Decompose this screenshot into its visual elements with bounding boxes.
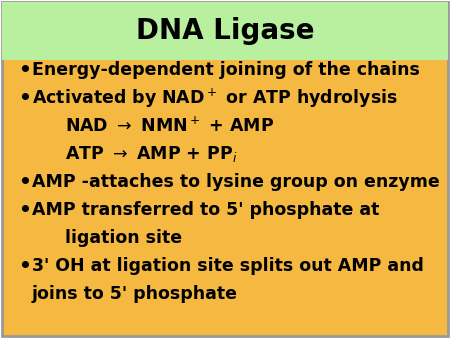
Text: Activated by NAD$^+$ or ATP hydrolysis: Activated by NAD$^+$ or ATP hydrolysis (32, 86, 398, 110)
Text: •: • (18, 61, 31, 79)
Text: NAD $\rightarrow$ NMN$^+$ + AMP: NAD $\rightarrow$ NMN$^+$ + AMP (65, 116, 274, 136)
Text: 3' OH at ligation site splits out AMP and: 3' OH at ligation site splits out AMP an… (32, 257, 424, 275)
Text: joins to 5' phosphate: joins to 5' phosphate (32, 285, 238, 303)
FancyBboxPatch shape (2, 2, 448, 60)
FancyBboxPatch shape (2, 2, 448, 336)
Text: •: • (18, 89, 31, 107)
Text: ATP $\rightarrow$ AMP + PP$_i$: ATP $\rightarrow$ AMP + PP$_i$ (65, 144, 238, 164)
Text: AMP -attaches to lysine group on enzyme: AMP -attaches to lysine group on enzyme (32, 173, 440, 191)
Text: DNA Ligase: DNA Ligase (136, 17, 314, 45)
Text: AMP transferred to 5' phosphate at: AMP transferred to 5' phosphate at (32, 201, 379, 219)
Text: •: • (18, 172, 31, 192)
Text: •: • (18, 257, 31, 275)
Text: •: • (18, 200, 31, 219)
Text: ligation site: ligation site (65, 229, 182, 247)
Text: Energy-dependent joining of the chains: Energy-dependent joining of the chains (32, 61, 420, 79)
